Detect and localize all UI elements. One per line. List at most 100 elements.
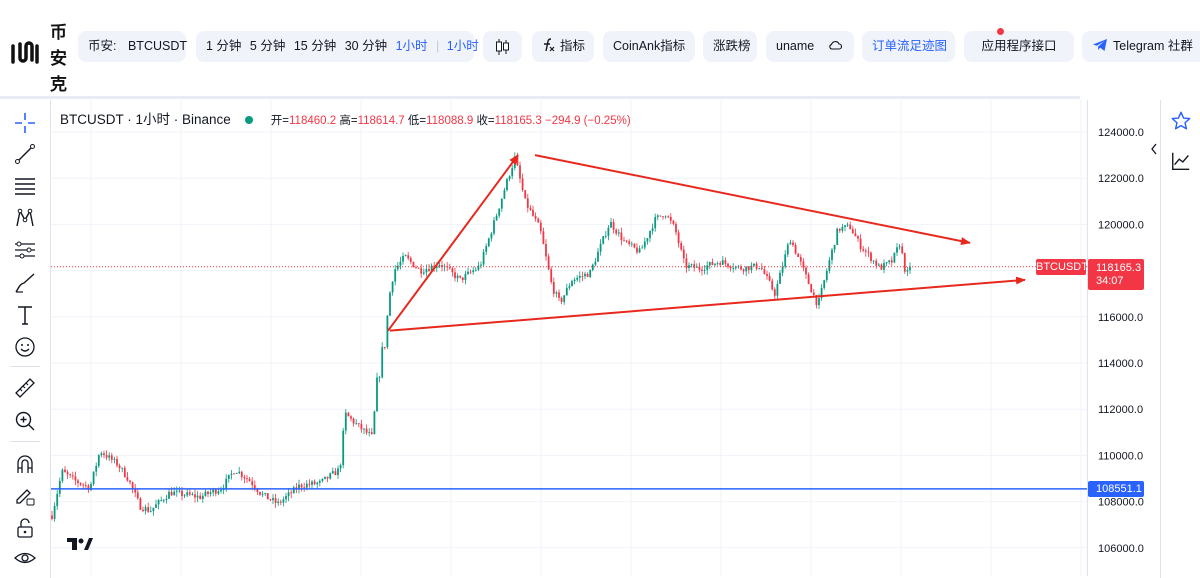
timeframe-1m[interactable]: 1 分钟 bbox=[206, 39, 242, 53]
candlestick-chart[interactable] bbox=[51, 100, 1087, 576]
candle-body bbox=[597, 251, 599, 262]
candle-body bbox=[638, 248, 641, 253]
timeframe-30m[interactable]: 30 分钟 bbox=[344, 39, 388, 53]
lock-drawings-tool[interactable] bbox=[13, 516, 37, 540]
api-button[interactable]: 应用程序接口 bbox=[964, 28, 1074, 62]
right-sidebar bbox=[1160, 100, 1200, 578]
timeframe-15m[interactable]: 15 分钟 bbox=[293, 39, 337, 53]
candle-body bbox=[625, 240, 628, 242]
price-tick-label: 114000.0 bbox=[1098, 358, 1143, 370]
zoom-tool[interactable] bbox=[13, 409, 37, 433]
candle-body bbox=[758, 268, 761, 269]
legend-title[interactable]: BTCUSDT · 1小时 · Binance bbox=[60, 112, 231, 127]
candle-body bbox=[129, 480, 131, 483]
candle-body bbox=[877, 264, 880, 266]
candle-body bbox=[290, 492, 293, 494]
candle-body bbox=[664, 216, 667, 218]
candle-body bbox=[568, 286, 571, 288]
price-axis[interactable]: 124000.0122000.0120000.0118000.0116000.0… bbox=[1087, 100, 1158, 576]
trend-line-tool[interactable] bbox=[13, 142, 37, 166]
candle-body bbox=[188, 492, 191, 495]
timeframe-5m[interactable]: 5 分钟 bbox=[249, 39, 286, 53]
candle-body bbox=[235, 473, 238, 475]
star-icon[interactable] bbox=[1170, 110, 1192, 132]
candle-body bbox=[612, 222, 615, 230]
candle-body bbox=[279, 501, 282, 503]
candle-body bbox=[77, 480, 79, 484]
emoji-tool[interactable] bbox=[13, 335, 37, 359]
candle-body bbox=[480, 264, 482, 266]
sliders-icon bbox=[15, 241, 35, 259]
crosshair-tool[interactable] bbox=[13, 111, 37, 135]
candle-body bbox=[547, 256, 550, 270]
candle-body bbox=[186, 492, 189, 496]
candles bbox=[51, 152, 911, 522]
timeframe-1h[interactable]: 1小时 bbox=[395, 39, 428, 53]
candle-body bbox=[69, 474, 72, 476]
pattern-tool[interactable] bbox=[13, 206, 37, 230]
candle-body bbox=[789, 242, 792, 245]
app-logo[interactable]: 币 安 克 bbox=[8, 10, 78, 94]
candle-body bbox=[58, 480, 61, 494]
chart-line-icon[interactable] bbox=[1170, 150, 1192, 172]
projection-tool[interactable] bbox=[13, 238, 37, 262]
movers-button[interactable]: 涨跌榜 bbox=[703, 31, 757, 62]
candle-body bbox=[828, 260, 831, 271]
candle-body bbox=[337, 468, 339, 476]
candle-body bbox=[807, 274, 810, 285]
candle-body bbox=[802, 261, 805, 268]
candle-body bbox=[316, 482, 319, 485]
coinank-indicators-button[interactable]: CoinAnk指标 bbox=[603, 31, 695, 62]
toolbar-divider bbox=[0, 96, 1080, 99]
candle-body bbox=[794, 245, 797, 254]
candle-body bbox=[519, 165, 521, 179]
candle-body bbox=[680, 242, 683, 250]
candle-body bbox=[402, 256, 404, 262]
candle-body bbox=[532, 209, 534, 216]
candle-body bbox=[147, 507, 150, 512]
chart-type-button[interactable] bbox=[483, 31, 522, 62]
brush-tool[interactable] bbox=[13, 271, 37, 295]
orderflow-footprint-button[interactable]: 订单流足迹图 bbox=[862, 31, 955, 62]
symbol-selector[interactable]: 币安: BTCUSDT bbox=[78, 31, 187, 62]
candle-body bbox=[818, 298, 820, 305]
tradingview-logo-icon[interactable] bbox=[65, 535, 95, 553]
candle-body bbox=[571, 281, 573, 287]
user-button[interactable]: uname bbox=[766, 31, 854, 62]
crosshair-icon bbox=[15, 113, 35, 133]
candle-body bbox=[708, 262, 711, 266]
candle-body bbox=[454, 272, 456, 279]
keep-drawing-tool[interactable] bbox=[13, 484, 37, 508]
magnet-tool[interactable] bbox=[13, 452, 37, 476]
candle-body bbox=[573, 279, 576, 282]
price-tick-label: 124000.0 bbox=[1098, 127, 1144, 139]
hide-drawings-tool[interactable] bbox=[13, 546, 37, 570]
exchange-label: 币安: bbox=[88, 39, 117, 53]
candle-body bbox=[747, 266, 750, 271]
indicators-button[interactable]: 指标 bbox=[532, 31, 594, 62]
candle-body bbox=[906, 270, 909, 272]
text-tool[interactable] bbox=[13, 303, 37, 327]
candle-body bbox=[181, 490, 183, 496]
candle-body bbox=[415, 267, 417, 268]
ruler-tool[interactable] bbox=[13, 376, 37, 400]
collapse-panel-icon[interactable] bbox=[1149, 142, 1159, 156]
candle-body bbox=[578, 275, 581, 278]
candle-body bbox=[139, 498, 142, 510]
chart-pane[interactable] bbox=[51, 100, 1087, 576]
candle-body bbox=[474, 269, 477, 271]
top-toolbar: 币 安 克 币安: BTCUSDT 1 分钟 5 分钟 15 分钟 30 分钟 … bbox=[0, 0, 1200, 96]
candle-body bbox=[623, 240, 625, 242]
candle-body bbox=[131, 482, 134, 489]
candle-body bbox=[844, 225, 846, 227]
candle-body bbox=[352, 418, 355, 424]
candle-body bbox=[526, 198, 529, 208]
candle-body bbox=[870, 252, 872, 262]
fib-tool[interactable] bbox=[13, 174, 37, 198]
candle-body bbox=[82, 484, 85, 486]
candle-body bbox=[298, 484, 300, 490]
candle-body bbox=[487, 238, 490, 247]
telegram-button[interactable]: Telegram 社群 bbox=[1082, 31, 1200, 62]
candle-body bbox=[168, 491, 170, 499]
candle-body bbox=[74, 476, 77, 481]
